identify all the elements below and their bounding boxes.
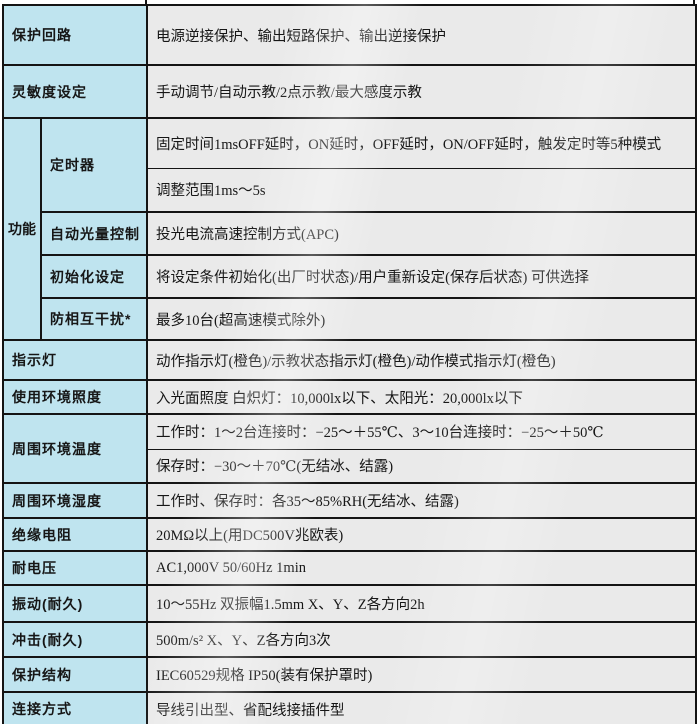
row-value-auto-power-control: 投光电流高速控制方式(APC) [146,211,697,256]
table-row: 功能 定时器 固定时间1msOFF延时，ON延时，OFF延时，ON/OFF延时，… [2,117,697,341]
row-label-auto-power-control: 自动光量控制 [40,211,148,256]
row-value-ambient-humidity: 工作时、保存时：各35～85%RH(无结冰、结露) [146,482,697,519]
row-value-ambient-illuminance: 入光面照度 白炽灯：10,000lx以下、太阳光：20,000lx以下 [146,379,697,415]
row-value-initialization: 将设定条件初始化(出厂时状态)/用户重新设定(保存后状态) 可供选择 [146,254,697,299]
row-label-sensitivity-setting: 灵敏度设定 [2,64,148,119]
row-label-shock: 冲击(耐久) [2,621,148,658]
row-value-connection-method: 导线引出型、省配线接插件型 [146,691,697,724]
row-value-ambient-temperature-storage: 保存时：−30～＋70℃(无结冰、结露) [146,448,697,484]
row-value-withstand-voltage: AC1,000V 50/60Hz 1min [146,550,697,586]
specification-table: 保护回路 电源逆接保护、输出短路保护、输出逆接保护 灵敏度设定 手动调节/自动示… [2,4,697,724]
table-row: 调整范围1ms～5s [3,167,697,213]
row-value-mutual-interference: 最多10台(超高速模式除外) [146,297,697,341]
row-label-indicator: 指示灯 [2,339,148,381]
table-row: 初始化设定 将设定条件初始化(出厂时状态)/用户重新设定(保存后状态) 可供选择 [3,254,697,299]
table-row: 连接方式 导线引出型、省配线接插件型 [2,691,697,724]
row-value-sensitivity-setting: 手动调节/自动示教/2点示教/最大感度示教 [146,64,697,119]
table-row: 灵敏度设定 手动调节/自动示教/2点示教/最大感度示教 [2,64,697,119]
row-value-timer-range: 调整范围1ms～5s [146,167,697,213]
row-label-withstand-voltage: 耐电压 [2,550,148,586]
table-row: 耐电压 AC1,000V 50/60Hz 1min [2,550,697,586]
table-row: 使用环境照度 入光面照度 白炽灯：10,000lx以下、太阳光：20,000lx… [2,379,697,415]
row-value-insulation-resistance: 20MΩ以上(用DC500V兆欧表) [146,517,697,552]
group-label-functions: 功能 [2,117,42,341]
row-label-ambient-humidity: 周围环境湿度 [2,482,148,519]
row-label-ambient-illuminance: 使用环境照度 [2,379,148,415]
row-label-mutual-interference: 防相互干扰* [40,297,148,341]
row-value-indicator: 动作指示灯(橙色)/示教状态指示灯(橙色)/动作模式指示灯(橙色) [146,339,697,381]
row-value-ambient-temperature-operating: 工作时：1～2台连接时：−25～＋55℃、3～10台连接时：−25～＋50℃ [146,413,697,450]
table-row: 周围环境温度 工作时：1～2台连接时：−25～＋55℃、3～10台连接时：−25… [2,413,697,484]
table-row: 绝缘电阻 20MΩ以上(用DC500V兆欧表) [2,517,697,552]
table-row: 冲击(耐久) 500m/s² X、Y、Z各方向3次 [2,621,697,658]
row-label-ambient-temperature: 周围环境温度 [2,413,148,484]
table-row: 自动光量控制 投光电流高速控制方式(APC) [3,211,697,256]
row-label-vibration: 振动(耐久) [2,584,148,623]
table-row: 指示灯 动作指示灯(橙色)/示教状态指示灯(橙色)/动作模式指示灯(橙色) [2,339,697,381]
table-row: 振动(耐久) 10～55Hz 双振幅1.5mm X、Y、Z各方向2h [2,584,697,623]
cutoff-right-border-stub [693,0,695,5]
row-value-protection-structure: IEC60529规格 IP50(装有保护罩时) [146,656,697,693]
row-label-connection-method: 连接方式 [2,691,148,724]
row-label-insulation-resistance: 绝缘电阻 [2,517,148,552]
row-value-protection-circuit: 电源逆接保护、输出短路保护、输出逆接保护 [146,4,697,66]
row-label-protection-circuit: 保护回路 [2,4,148,66]
row-label-initialization: 初始化设定 [40,254,148,299]
row-value-vibration: 10～55Hz 双振幅1.5mm X、Y、Z各方向2h [146,584,697,623]
row-value-timer-modes: 固定时间1msOFF延时，ON延时，OFF延时，ON/OFF延时，触发定时等5种… [146,117,697,169]
cutoff-column-border-stub [145,0,147,5]
row-value-shock: 500m/s² X、Y、Z各方向3次 [146,621,697,658]
table-row: 防相互干扰* 最多10台(超高速模式除外) [3,297,697,341]
row-label-protection-structure: 保护结构 [2,656,148,693]
table-row: 周围环境湿度 工作时、保存时：各35～85%RH(无结冰、结露) [2,482,697,519]
row-label-timer: 定时器 [40,117,148,213]
table-row: 保护回路 电源逆接保护、输出短路保护、输出逆接保护 [2,4,697,66]
table-row: 保护结构 IEC60529规格 IP50(装有保护罩时) [2,656,697,693]
table-row: 保存时：−30～＋70℃(无结冰、结露) [3,448,697,484]
